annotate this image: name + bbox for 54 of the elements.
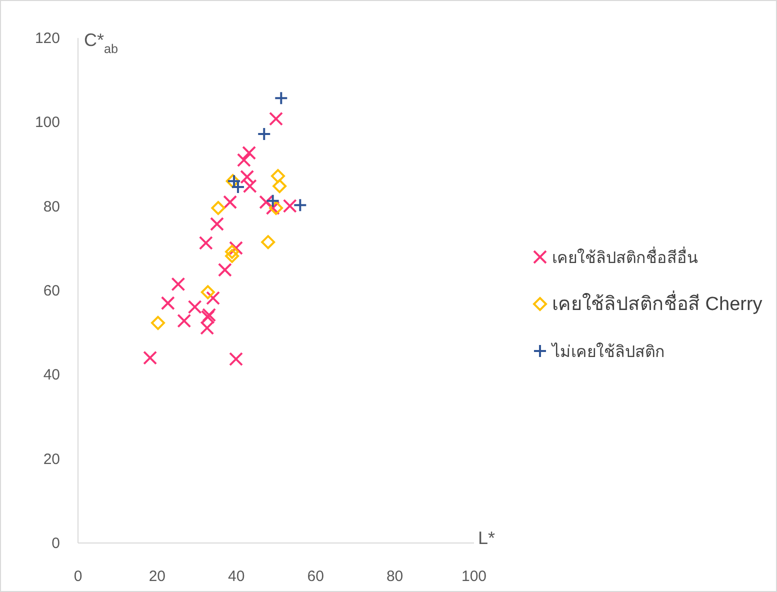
- point: [242, 179, 257, 194]
- point: [236, 153, 251, 168]
- point: [272, 179, 287, 194]
- legend-label: ไม่เคยใช้ลิปสติก: [550, 342, 665, 361]
- point: [202, 308, 216, 322]
- y-tick-label: 20: [43, 450, 60, 468]
- point: [206, 291, 220, 306]
- point: [225, 244, 240, 259]
- x-axis-title: L*: [478, 528, 496, 548]
- y-axis-title: C*$_{ab}$: [84, 30, 118, 56]
- point: [225, 248, 240, 263]
- point: [150, 316, 165, 330]
- point: [223, 195, 238, 210]
- point: [269, 112, 283, 126]
- point: [242, 146, 256, 160]
- point: [282, 198, 297, 213]
- point: [143, 350, 158, 365]
- x-tick-label: 0: [74, 568, 82, 585]
- legend-label: เคยใช้ลิปสติกชื่อสี Cherry: [552, 290, 763, 315]
- x-tick-label: 100: [461, 568, 487, 585]
- point: [270, 169, 285, 184]
- point: [210, 217, 224, 232]
- point: [261, 235, 276, 250]
- point: [200, 320, 214, 335]
- point: [257, 126, 272, 141]
- y-tick-label: 120: [34, 30, 60, 47]
- y-tick-label: 0: [52, 535, 60, 552]
- point: [259, 195, 274, 210]
- point: [229, 240, 244, 255]
- point: [293, 198, 308, 212]
- x-tick-label: 80: [386, 568, 404, 585]
- point: [200, 285, 215, 300]
- point: [266, 201, 280, 216]
- point: [171, 277, 186, 292]
- point: [274, 91, 288, 106]
- point: [269, 201, 283, 216]
- x-tick-label: 60: [307, 568, 324, 585]
- point: [177, 314, 192, 328]
- y-tick-label: 60: [43, 282, 60, 300]
- point: [211, 201, 226, 216]
- point: [218, 262, 232, 277]
- y-tick-label: 100: [34, 114, 60, 132]
- x-tick-label: 40: [228, 568, 245, 585]
- legend-label: เคยใช้ลิปสติกชื่อสีอื่น: [552, 246, 698, 267]
- x-tick-label: 20: [148, 568, 166, 585]
- point: [240, 170, 254, 184]
- point: [229, 352, 244, 366]
- point: [266, 194, 280, 208]
- point: [160, 296, 175, 310]
- y-tick-label: 80: [43, 198, 60, 216]
- point: [188, 300, 202, 314]
- y-tick-label: 40: [43, 366, 60, 384]
- point: [200, 310, 215, 324]
- point: [198, 236, 213, 250]
